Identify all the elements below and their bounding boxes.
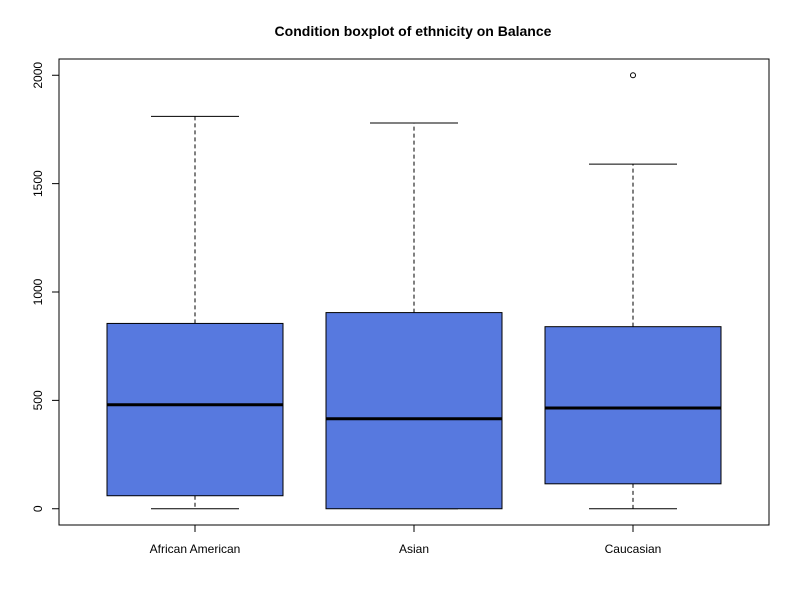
x-tick-label: Asian [399,542,429,556]
y-tick-label: 2000 [31,62,45,89]
x-tick-label: Caucasian [605,542,662,556]
box-0 [106,115,284,510]
x-axis: African American Asian Caucasian [150,525,662,556]
outlier-point [630,72,636,79]
y-tick-label: 1000 [31,278,45,305]
box-body [325,312,503,510]
y-tick-label: 500 [31,390,45,410]
box-2 [544,72,722,510]
boxes-layer [106,72,722,510]
y-tick-label: 1500 [31,170,45,197]
y-tick-label: 0 [31,505,45,512]
chart-title: Condition boxplot of ethnicity on Balanc… [275,23,552,39]
box-body [106,322,284,497]
box-1 [325,122,503,510]
x-tick-label: African American [150,542,241,556]
box-body [544,326,722,485]
y-axis: 0 500 1000 1500 2000 [31,62,59,512]
